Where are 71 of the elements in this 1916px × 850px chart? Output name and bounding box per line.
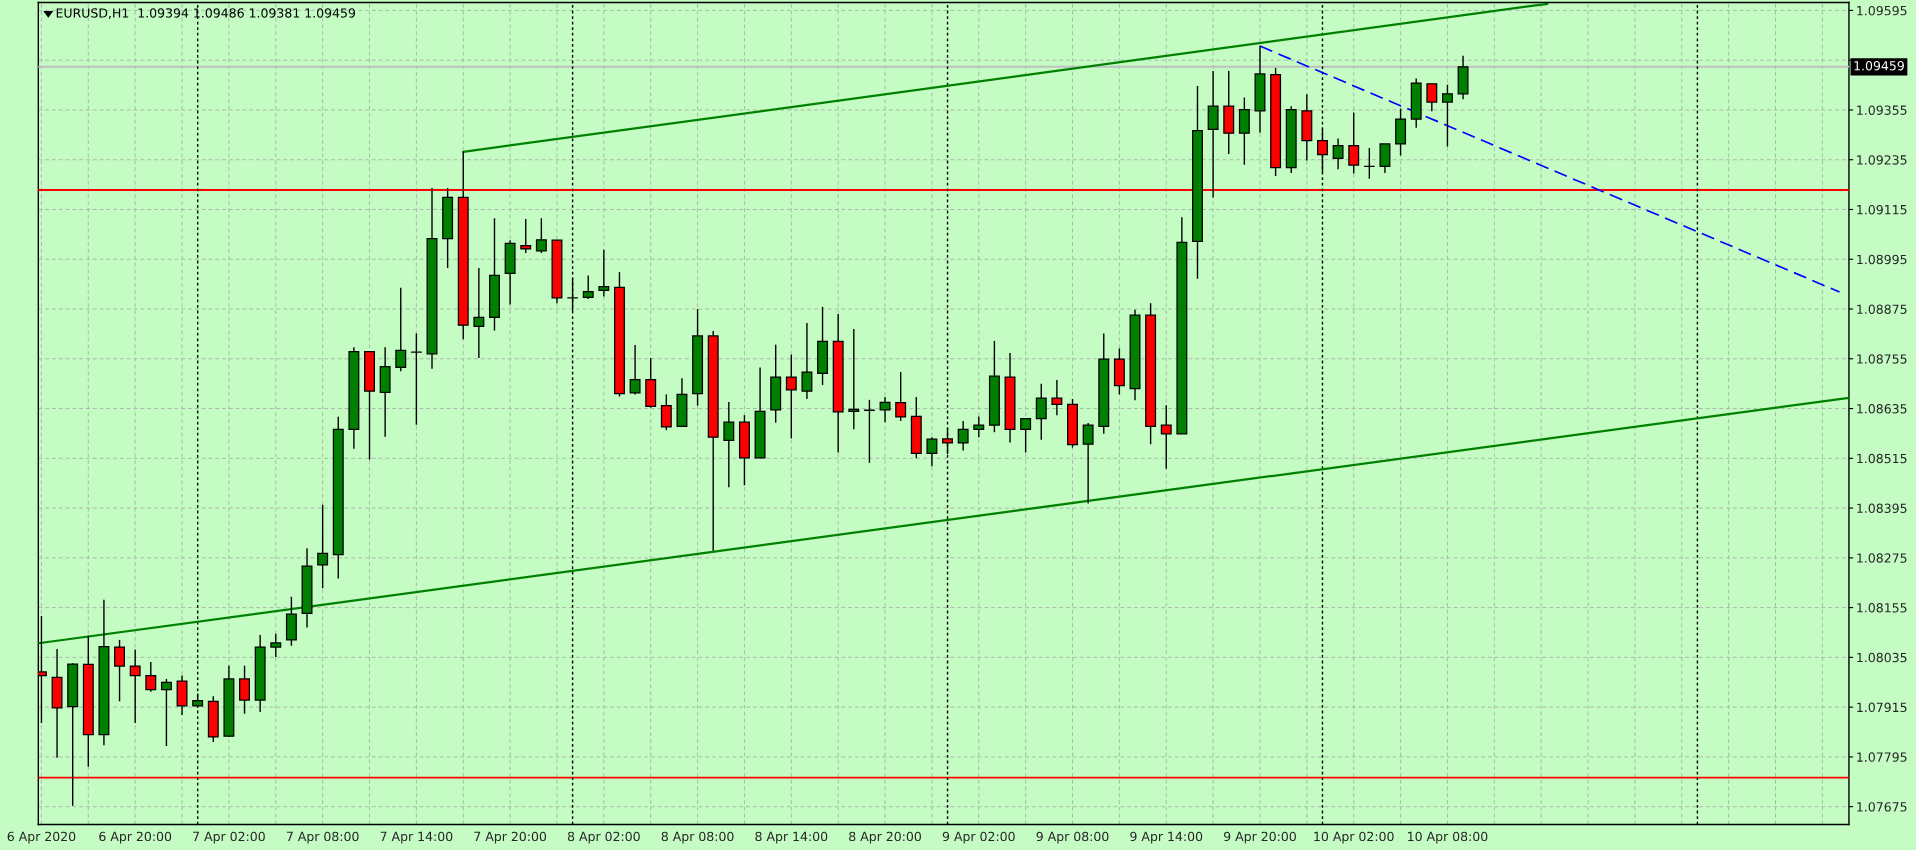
candlestick (1035, 382, 1047, 441)
candlestick (629, 344, 641, 396)
y-tick-label: 1.08635 (1857, 404, 1907, 414)
candlestick (270, 633, 282, 658)
candlestick (535, 217, 547, 254)
candlestick (723, 401, 735, 489)
x-tick-label: 9 Apr 20:00 (1223, 831, 1296, 844)
x-tick-label: 8 Apr 02:00 (567, 831, 640, 844)
candlestick (1051, 379, 1063, 416)
x-tick-label: 9 Apr 02:00 (942, 831, 1015, 844)
x-tick-label: 6 Apr 20:00 (99, 831, 172, 844)
y-tick-label: 1.09355 (1857, 105, 1907, 115)
candlestick (1238, 96, 1250, 166)
x-tick-label: 7 Apr 14:00 (380, 831, 453, 844)
candlestick (1379, 143, 1391, 174)
candlestick (1082, 422, 1094, 505)
candlestick (660, 393, 672, 431)
chart-title: EURUSD,H1 1.09394 1.09486 1.09381 1.09459 (56, 8, 356, 19)
y-tick-label: 1.07675 (1857, 802, 1907, 812)
x-tick-label: 7 Apr 08:00 (286, 831, 359, 844)
candlestick (785, 353, 797, 440)
candlestick (598, 249, 610, 298)
y-tick-label: 1.07795 (1857, 752, 1907, 762)
y-tick-label: 1.08995 (1857, 254, 1907, 265)
candlestick (239, 664, 251, 715)
y-tick-label: 1.08755 (1857, 354, 1907, 364)
x-tick-label: 9 Apr 08:00 (1036, 831, 1109, 844)
x-tick-label: 10 Apr 02:00 (1314, 831, 1394, 844)
candlestick (473, 267, 485, 359)
y-tick-label: 1.08875 (1857, 304, 1907, 314)
candlestick (129, 648, 141, 724)
candlestick (1207, 70, 1219, 199)
candlestick (1441, 83, 1453, 148)
candlestick (1160, 404, 1172, 470)
candlestick (1348, 111, 1360, 175)
candlestick (926, 436, 938, 467)
x-tick-label: 8 Apr 08:00 (661, 831, 734, 844)
candlestick (957, 420, 969, 452)
candlestick (114, 639, 126, 703)
y-tick-label: 1.08155 (1857, 603, 1907, 613)
ref-line-label: 1.09459 (1854, 61, 1904, 71)
x-tick-label: 8 Apr 14:00 (755, 831, 828, 844)
candlestick (973, 415, 985, 438)
candlestick (160, 678, 172, 747)
y-tick-label: 1.08395 (1857, 503, 1907, 514)
candlestick (317, 504, 329, 589)
y-tick-label: 1.08275 (1857, 553, 1907, 563)
y-tick-label: 1.09115 (1857, 204, 1907, 215)
x-tick-label: 8 Apr 20:00 (849, 831, 921, 844)
candlestick (1020, 417, 1032, 454)
y-tick-label: 1.07915 (1857, 702, 1907, 713)
y-tick-label: 1.08515 (1857, 453, 1907, 464)
candlestick (410, 332, 422, 426)
candlestick (1332, 137, 1344, 170)
x-tick-label: 9 Apr 14:00 (1130, 831, 1203, 844)
x-tick-label: 7 Apr 02:00 (193, 831, 265, 844)
candlestick (848, 328, 860, 430)
y-tick-label: 1.08035 (1857, 652, 1907, 663)
candlestick (895, 371, 907, 422)
x-tick-label: 6 Apr 2020 (7, 831, 76, 844)
y-tick-label: 1.09595 (1857, 5, 1907, 16)
candlestick (145, 661, 157, 693)
candlestick (1426, 83, 1438, 112)
candlestick (582, 274, 594, 300)
candlestick (395, 287, 407, 372)
x-tick-label: 10 Apr 08:00 (1408, 831, 1488, 844)
candlestick (879, 396, 891, 423)
x-tick-label: 7 Apr 20:00 (474, 831, 547, 844)
candlestick (801, 322, 813, 400)
candlestick (520, 218, 532, 254)
y-tick-label: 1.09235 (1857, 155, 1907, 165)
